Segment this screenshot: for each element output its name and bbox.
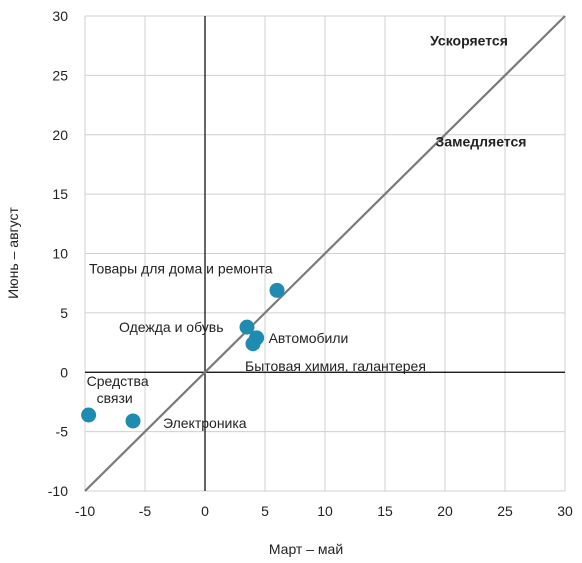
- y-tick-label: 20: [52, 127, 68, 143]
- x-tick-label: 25: [497, 503, 513, 519]
- x-tick-label: -5: [139, 503, 152, 519]
- data-points: Товары для дома и ремонта Одежда и обувь А…: [81, 260, 426, 431]
- y-tick-label: 10: [52, 246, 68, 262]
- data-point: [125, 413, 141, 429]
- point-label: Бытовая химия, галантерея: [245, 358, 426, 374]
- grid-lines: [84, 15, 566, 492]
- axes: [85, 16, 565, 491]
- y-tick-label: 15: [52, 186, 68, 202]
- data-point: [269, 282, 285, 298]
- data-point: [239, 319, 255, 335]
- x-tick-label: 0: [201, 503, 209, 519]
- y-tick-label: 30: [52, 8, 68, 24]
- point-label: Автомобили: [269, 330, 349, 346]
- y-tick-label: 5: [60, 305, 68, 321]
- data-point: [81, 407, 97, 423]
- y-tick-label: -5: [56, 424, 69, 440]
- x-tick-label: 10: [317, 503, 333, 519]
- diagonal-reference-line: [84, 15, 566, 492]
- x-tick-label: -10: [75, 503, 95, 519]
- x-tick-label: 15: [377, 503, 393, 519]
- x-tick-label: 20: [437, 503, 453, 519]
- point-label: Одежда и обувь: [119, 319, 224, 335]
- point-label: Электроника: [163, 415, 247, 431]
- data-point: [245, 336, 261, 352]
- y-tick-label: -10: [48, 483, 68, 499]
- annotation-label: Замедляется: [436, 134, 527, 150]
- x-tick-label: 5: [261, 503, 269, 519]
- point-label: Товары для дома и ремонта: [89, 260, 273, 276]
- y-tick-label: 0: [60, 364, 68, 380]
- annotations: Ускоряется Замедляется: [430, 33, 526, 150]
- point-label: Средства связи: [87, 373, 149, 406]
- x-tick-label: 30: [557, 503, 573, 519]
- annotation-label: Ускоряется: [430, 33, 508, 49]
- y-axis-title: Июнь – август: [5, 207, 21, 299]
- x-axis-title: Март – май: [269, 541, 343, 557]
- tick-labels: -10 -5 0 5 10 15 20 25 30 -10 -5 0 5 10 15 20 25 30: [48, 8, 573, 519]
- y-tick-label: 25: [52, 67, 68, 83]
